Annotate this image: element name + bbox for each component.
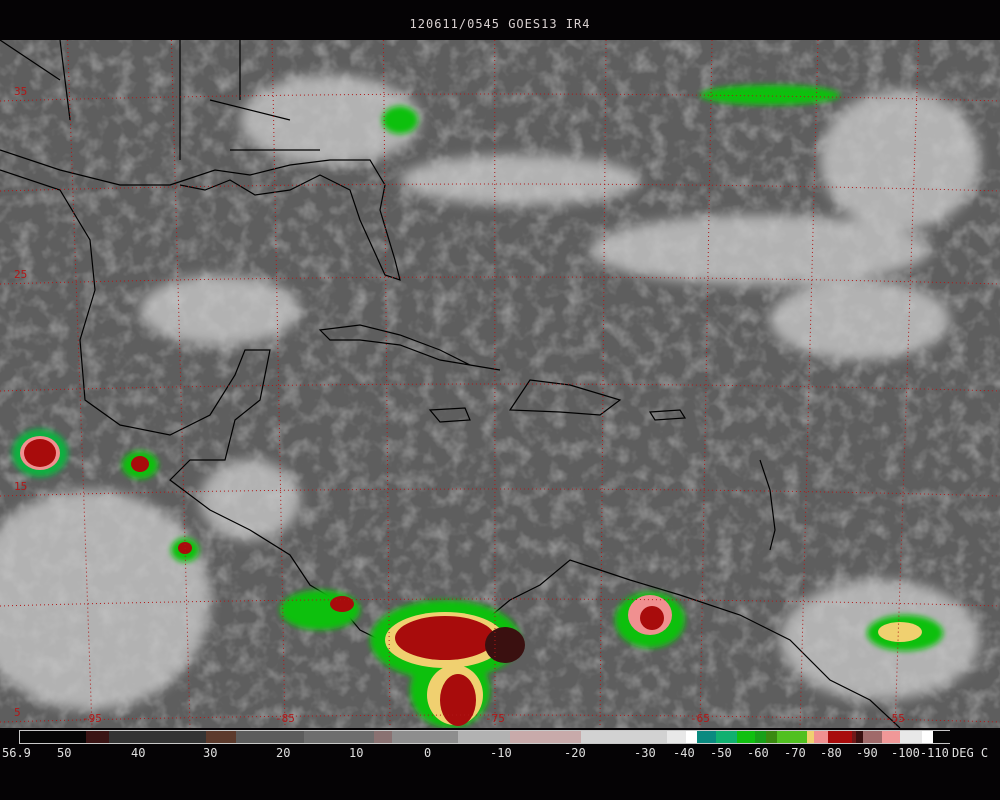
colorbar-tick-label: 30 — [203, 746, 218, 760]
colorbar-segment — [686, 731, 697, 743]
longitude-line — [699, 40, 713, 728]
colorbar-segment — [510, 731, 581, 743]
colorbar-segment — [206, 731, 236, 743]
colorbar-tick-label: 10 — [349, 746, 364, 760]
colorbar-segment — [374, 731, 392, 743]
colorbar-segment — [933, 731, 950, 743]
satellite-ir-map: 35 25 15 5 -95 -85 -75 -65 -55 — [0, 40, 1000, 728]
colorbar-segment — [86, 731, 109, 743]
latitude-label: 15 — [14, 480, 27, 493]
longitude-label: -95 — [82, 712, 102, 725]
longitude-label: -65 — [690, 712, 710, 725]
longitude-line — [894, 40, 920, 728]
colorbar-segment — [737, 731, 755, 743]
colorbar-segment — [922, 731, 933, 743]
latitude-line — [0, 383, 1000, 392]
colorbar-tick-label: -80 — [820, 746, 842, 760]
colorbar-segment — [667, 731, 686, 743]
colorbar-tick-label: 56.9 — [2, 746, 31, 760]
latitude-label: 35 — [14, 85, 27, 98]
latitude-line — [0, 276, 1000, 285]
light-clouds — [0, 75, 980, 710]
colorbar-segment — [304, 731, 374, 743]
colorbar-segment — [392, 731, 458, 743]
longitude-line — [67, 40, 93, 728]
colorbar-segment — [109, 731, 206, 743]
latitude-line — [0, 93, 1000, 102]
colorbar-tick-label: 40 — [131, 746, 146, 760]
colorbar-segment — [581, 731, 667, 743]
colorbar-tick-label: -40 — [673, 746, 695, 760]
longitude-line — [599, 40, 607, 728]
image-title: 120611/0545 GOES13 IR4 — [409, 17, 591, 31]
colorbar-segment — [20, 731, 86, 743]
colorbar-segment — [458, 731, 510, 743]
colorbar-segment — [900, 731, 922, 743]
deep-convection — [12, 85, 943, 728]
latitude-line — [0, 598, 1000, 607]
colorbar-tick-label: 20 — [276, 746, 291, 760]
colorbar-tick-label: 50 — [57, 746, 72, 760]
latitude-line — [0, 488, 1000, 497]
colorbar-tick-label: -20 — [564, 746, 586, 760]
colorbar-tick-label: -30 — [634, 746, 656, 760]
colorbar-segment — [766, 731, 777, 743]
colorbar-segment — [828, 731, 852, 743]
colorbar-tick-label: -50 — [710, 746, 732, 760]
colorbar-segment — [856, 731, 863, 743]
colorbar-segment — [863, 731, 882, 743]
colorbar-tick-label: 0 — [424, 746, 432, 760]
colorbar-segment — [807, 731, 814, 743]
temperature-colorbar — [19, 730, 950, 744]
colorbar-segment — [236, 731, 304, 743]
colorbar-segment — [697, 731, 716, 743]
longitude-label: -75 — [485, 712, 505, 725]
colorbar-segment — [852, 731, 856, 743]
latitude-line — [0, 714, 1000, 723]
longitude-line — [382, 40, 391, 728]
latitude-label: 5 — [14, 706, 21, 719]
colorbar-segment — [814, 731, 828, 743]
colorbar-unit: DEG C — [952, 746, 989, 760]
latitude-label: 25 — [14, 268, 27, 281]
longitude-line — [799, 40, 819, 728]
colorbar-segment — [777, 731, 807, 743]
colorbar-segment — [755, 731, 766, 743]
longitude-line — [271, 40, 286, 728]
grid-labels: 35 25 15 5 -95 -85 -75 -65 -55 — [14, 85, 905, 725]
coastlines — [0, 40, 901, 728]
longitude-line — [170, 40, 191, 728]
lat-lon-grid — [0, 40, 1000, 728]
colorbar-tick-label: -70 — [784, 746, 806, 760]
longitude-label: -85 — [275, 712, 295, 725]
colorbar-tick-label: -10 — [490, 746, 512, 760]
longitude-label: -55 — [885, 712, 905, 725]
colorbar-segment — [716, 731, 737, 743]
colorbar-tick-label: -100-110 — [891, 746, 949, 760]
latitude-line — [0, 183, 1000, 192]
colorbar-tick-label: -90 — [856, 746, 878, 760]
colorbar-tick-label: -60 — [747, 746, 769, 760]
colorbar-segment — [882, 731, 900, 743]
